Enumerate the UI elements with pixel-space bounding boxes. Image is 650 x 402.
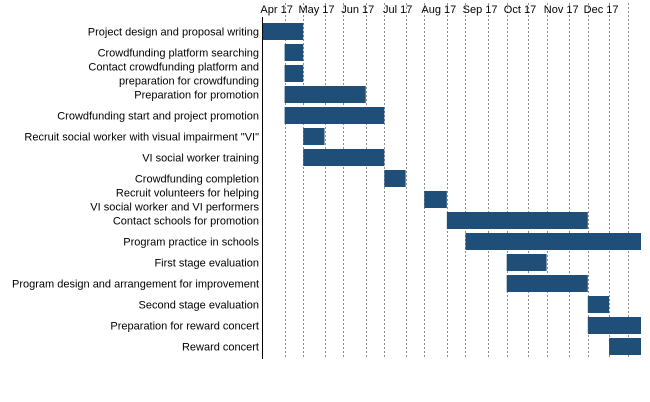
task-bar [465,233,641,250]
task-label: Program design and arrangement for impro… [12,279,259,291]
month-label: Jul 17 [383,4,412,16]
task-label: Program practice in schools [123,237,259,249]
task-bar [303,149,385,166]
task-label: Contact schools for promotion [113,216,259,228]
month-label: Oct 17 [504,4,536,16]
task-label: Preparation for reward concert [110,321,259,333]
task-label: Preparation for promotion [134,90,259,102]
task-bar [284,44,304,61]
month-label: Dec 17 [584,4,619,16]
grid-lines [285,3,629,359]
task-label: Crowdfunding start and project promotion [57,111,259,123]
task-label: Recruit volunteers for helping VI social … [90,188,259,214]
task-label: Reward concert [182,342,259,354]
month-label: Nov 17 [544,4,579,16]
task-bar [506,254,547,271]
task-label: Contact crowdfunding platform and prepara… [88,62,259,88]
task-bar [506,275,588,292]
task-labels: Project design and proposal writing Crowd… [12,27,260,354]
task-bar [609,338,641,355]
month-axis: Apr 17 May 17 Jun 17 Jul 17 Aug 17 Sep 17 Oct … [260,4,618,16]
task-bar [303,128,325,145]
task-bars [262,23,641,355]
task-bar [424,191,447,208]
task-label: Project design and proposal writing [88,27,259,39]
task-bar [284,86,366,103]
task-bar [284,65,304,82]
month-label: May 17 [298,4,334,16]
task-label: Crowdfunding completion [135,174,259,186]
task-bar [446,212,588,229]
task-label: Crowdfunding platform searching [98,48,259,60]
task-bar [284,107,385,124]
task-bar [587,296,610,313]
month-label: Aug 17 [421,4,456,16]
month-label: Apr 17 [260,4,292,16]
task-label: First stage evaluation [154,258,259,270]
task-label: Recruit social worker with visual impair… [24,132,259,144]
task-bar [384,170,406,187]
task-label: VI social worker training [142,153,259,165]
month-label: Sep 17 [463,4,498,16]
task-bar [262,23,304,40]
task-label: Second stage evaluation [139,300,259,312]
task-bar [587,317,641,334]
month-label: Jun 17 [341,4,374,16]
